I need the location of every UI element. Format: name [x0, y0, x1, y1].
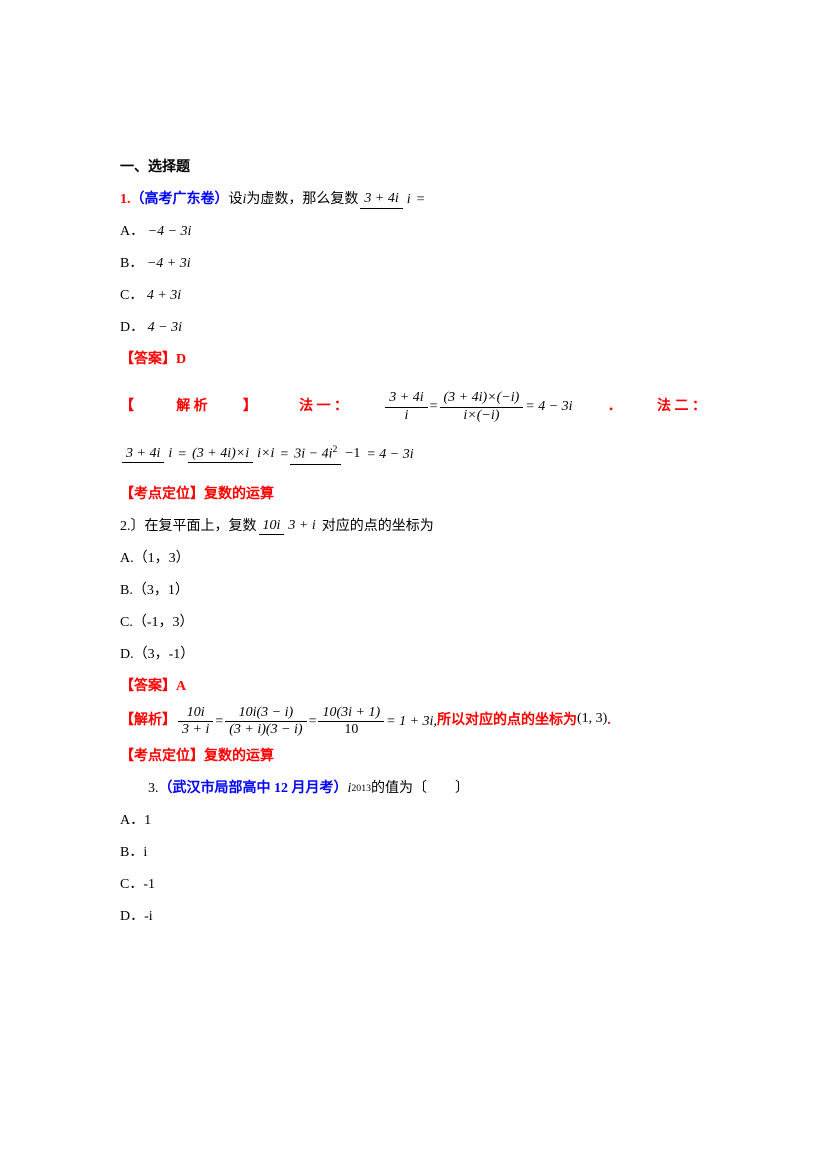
q3-mid: 的值为 — [371, 775, 413, 803]
q2-f2-num: 10i(3 − i) — [225, 705, 306, 723]
q1-option-c: C． 4 + 3i — [120, 282, 706, 310]
q1-suffix: = — [417, 186, 425, 214]
q1-m2-f1-num: 3 + 4i — [122, 446, 164, 464]
q2-number: 2.〕 — [120, 513, 145, 541]
q1-analysis-line1: 【 解 析 】 法 一 ： 3 + 4i i = (3 + 4i)×(−i) i… — [120, 390, 706, 425]
q1-m2-f3-num-base: 3i − 4i — [294, 447, 332, 462]
q1-analysis-close: 】 — [243, 393, 264, 421]
q1-m1-f1-den: i — [385, 408, 427, 425]
q1-m2-eq3: = 4 − 3i — [366, 441, 413, 469]
q1-optc-label: C． — [120, 282, 143, 310]
q3-stem: 3. （武汉市局部高中 12 月月考） i2013 的值为 〔 〕 — [120, 775, 706, 803]
q2-prefix: 在复平面上，复数 — [145, 513, 257, 541]
q3-option-d: D．-i — [120, 903, 706, 931]
q3-exp: 2013 — [351, 779, 371, 799]
q2-fraction: 10i 3 + i — [259, 518, 320, 536]
q1-m2-eq1: = — [178, 441, 186, 469]
q2-option-b: B.（3，1） — [120, 577, 706, 605]
q3-source: （武汉市局部高中 12 月月考） — [159, 775, 348, 803]
document-page: 一、选择题 1. （高考广东卷） 设 i 为虚数，那么复数 3 + 4i i =… — [0, 0, 826, 995]
q1-analysis-open: 【 — [120, 393, 141, 421]
q1-m1-f1-num: 3 + 4i — [385, 390, 427, 408]
section-title: 一、选择题 — [120, 154, 706, 182]
q1-optb-label: B． — [120, 250, 143, 278]
q2-f1-den: 3 + i — [178, 722, 213, 739]
q2-frac-num: 10i — [259, 518, 285, 536]
q2-eq3: = 1 + 3i, — [386, 708, 437, 736]
q1-m2-f1-den: i — [164, 446, 176, 463]
q1-opta-val: −4 − 3i — [148, 218, 192, 246]
q2-option-c: C.（-1，3） — [120, 609, 706, 637]
q2-answer: 【答案】A — [120, 673, 706, 701]
q2-period: . — [607, 707, 611, 739]
q2-analysis-label: 【解析】 — [120, 707, 176, 739]
q1-analysis-word: 解 析 — [176, 393, 208, 421]
q1-m2-f3-num: 3i − 4i2 — [290, 444, 341, 464]
q1-m2-eq2: = — [280, 441, 288, 469]
q2-f3-den: 10 — [318, 722, 384, 739]
q2-eq1: = — [215, 708, 223, 736]
q2-topic: 【考点定位】复数的运算 — [120, 743, 706, 771]
q1-option-d: D． 4 − 3i — [120, 314, 706, 342]
q1-frac-num: 3 + 4i — [360, 191, 402, 209]
q1-option-b: B． −4 + 3i — [120, 250, 706, 278]
q2-f3-num: 10(3i + 1) — [318, 705, 384, 723]
q1-m2-f2-den: i×i — [253, 446, 278, 463]
q1-mid: 为虚数，那么复数 — [246, 186, 358, 214]
q3-option-b: B．i — [120, 839, 706, 867]
q3-number: 3. — [148, 775, 159, 803]
q2-option-a: A.（1，3） — [120, 545, 706, 573]
q3-option-a: A．1 — [120, 807, 706, 835]
q1-period: ． — [608, 393, 622, 421]
q3-paren: 〔 〕 — [413, 775, 469, 803]
q2-coord: (1, 3) — [577, 705, 607, 739]
q1-stem: 1. （高考广东卷） 设 i 为虚数，那么复数 3 + 4i i = — [120, 186, 706, 214]
q1-m2-f3-den: −1 — [341, 446, 364, 463]
q1-optd-label: D． — [120, 314, 144, 342]
q2-option-d: D.（3，-1） — [120, 641, 706, 669]
q2-frac-den: 3 + i — [284, 518, 319, 535]
q1-frac-den: i — [403, 192, 415, 209]
q1-optc-val: 4 + 3i — [147, 282, 181, 310]
q2-frac3: 10(3i + 1) 10 — [318, 705, 384, 740]
q1-m1-frac2: (3 + 4i)×(−i) i×(−i) — [440, 390, 524, 425]
q1-source: （高考广东卷） — [131, 186, 229, 214]
q1-m1-f2-num: (3 + 4i)×(−i) — [440, 390, 524, 408]
q2-frac2: 10i(3 − i) (3 + i)(3 − i) — [225, 705, 306, 740]
q1-answer: 【答案】D — [120, 346, 706, 374]
q2-suffix: 对应的点的坐标为 — [322, 513, 434, 541]
q1-method1-label: 法 一 ： — [299, 393, 348, 421]
q1-method2-label: 法 二 ： — [657, 393, 706, 421]
q1-m1-f2-den: i×(−i) — [440, 408, 524, 425]
q1-m2-f2-num: (3 + 4i)×i — [188, 446, 253, 464]
q1-fraction: 3 + 4i i — [360, 191, 414, 209]
q3-option-c: C．-1 — [120, 871, 706, 899]
q1-m2-frac3: 3i − 4i2 −1 — [290, 444, 364, 464]
q1-m1-frac1: 3 + 4i i — [385, 390, 427, 425]
q2-analysis: 【解析】 10i 3 + i = 10i(3 − i) (3 + i)(3 − … — [120, 705, 706, 740]
q1-m1-eq2: = 4 − 3i — [525, 393, 572, 421]
q2-eq2: = — [309, 708, 317, 736]
q1-opta-label: A． — [120, 218, 144, 246]
q1-m2-frac2: (3 + 4i)×i i×i — [188, 446, 278, 464]
q1-optb-val: −4 + 3i — [147, 250, 191, 278]
q1-m1-eq1: = — [430, 393, 438, 421]
q1-prefix: 设 — [229, 186, 243, 214]
q1-m2-f3-num-sup: 2 — [333, 444, 338, 455]
q1-m2-frac1: 3 + 4i i — [122, 446, 176, 464]
q1-option-a: A． −4 − 3i — [120, 218, 706, 246]
q2-f1-num: 10i — [178, 705, 213, 723]
q1-optd-val: 4 − 3i — [148, 314, 182, 342]
q2-frac1: 10i 3 + i — [178, 705, 213, 740]
q2-tail: 所以对应的点的坐标为 — [437, 707, 577, 739]
q1-number: 1. — [120, 186, 131, 214]
q2-f2-den: (3 + i)(3 − i) — [225, 722, 306, 739]
q1-analysis-line2: 3 + 4i i = (3 + 4i)×i i×i = 3i − 4i2 −1 … — [120, 441, 706, 469]
q2-stem: 2.〕 在复平面上，复数 10i 3 + i 对应的点的坐标为 — [120, 513, 706, 541]
q1-topic: 【考点定位】复数的运算 — [120, 481, 706, 509]
